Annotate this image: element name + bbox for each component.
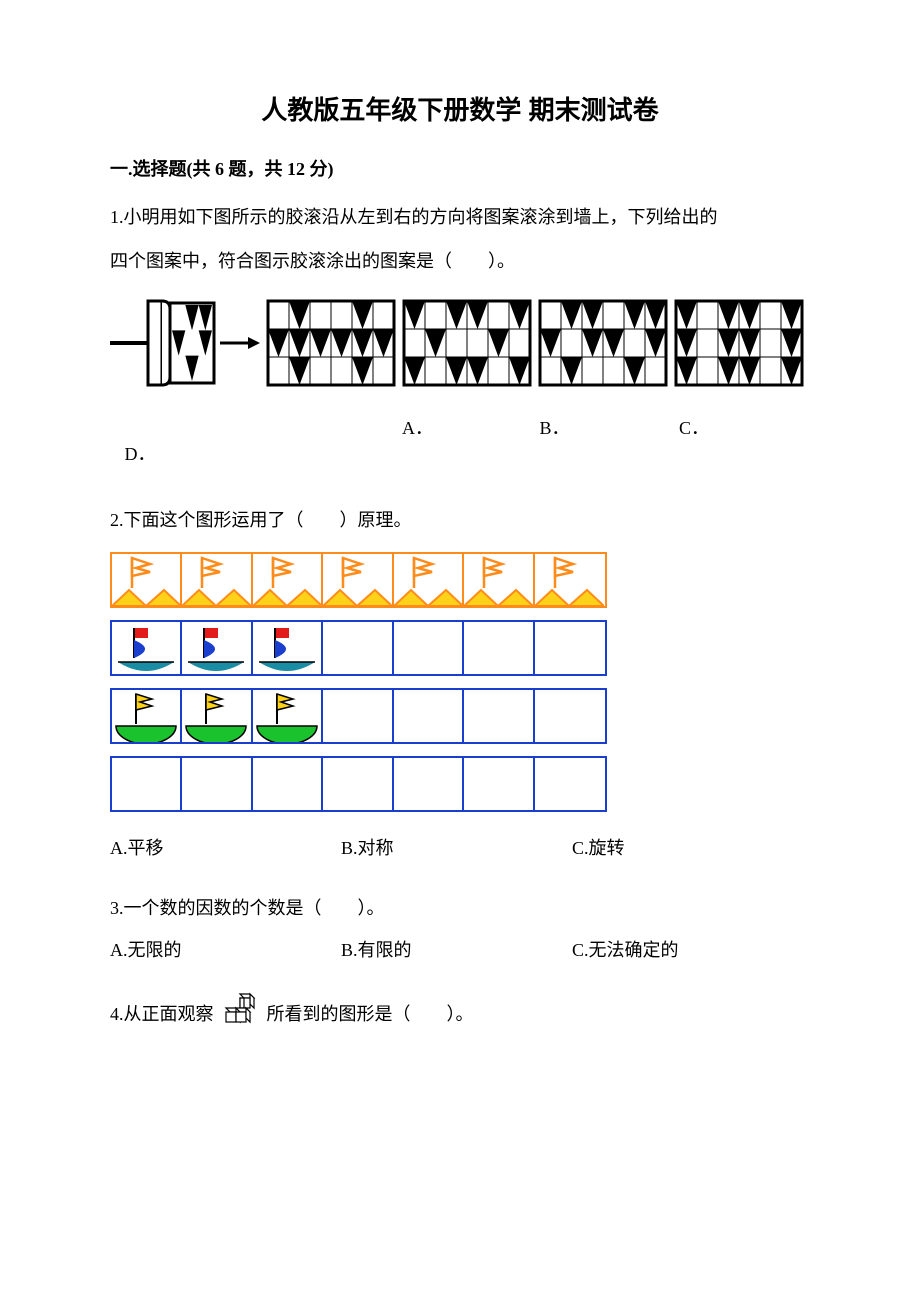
q2-options: A.平移 B.对称 C.旋转 — [110, 834, 810, 860]
q1-line2: 四个图案中，符合图示胶滚涂出的图案是（ ）。 — [110, 243, 810, 279]
page-title: 人教版五年级下册数学 期末测试卷 — [110, 90, 810, 127]
q2-row-2 — [110, 620, 607, 676]
q1-label-c: C． — [627, 414, 762, 440]
q2-row-4 — [110, 756, 607, 812]
q4-prefix: 4.从正面观察 — [110, 1004, 214, 1024]
page: 人教版五年级下册数学 期末测试卷 一.选择题(共 6 题，共 12 分) 1.小… — [0, 0, 920, 1108]
q1-label-a: A． — [353, 414, 483, 440]
q1-label-b: B． — [487, 414, 622, 440]
q2-opt-a: A.平移 — [110, 834, 341, 860]
q2-row-1 — [110, 552, 607, 608]
q3-options: A.无限的 B.有限的 C.无法确定的 — [110, 936, 810, 962]
cube-icon — [220, 992, 260, 1040]
q4-text: 4.从正面观察 所看到 — [110, 992, 810, 1040]
q3-opt-c: C.无法确定的 — [572, 936, 803, 962]
q4-suffix: 所看到的图形是（ ）。 — [267, 1004, 474, 1024]
q3-opt-a: A.无限的 — [110, 936, 341, 962]
q3-opt-b: B.有限的 — [341, 936, 572, 962]
q2-opt-c: C.旋转 — [572, 834, 803, 860]
q3-text: 3.一个数的因数的个数是（ ）。 — [110, 890, 810, 926]
q1-option-labels: A． B． C． D． — [110, 414, 810, 466]
q2-text: 2.下面这个图形运用了（ ）原理。 — [110, 502, 810, 538]
q1-line1: 1.小明用如下图所示的胶滚沿从左到右的方向将图案滚涂到墙上，下列给出的 — [110, 199, 810, 235]
q2-opt-b: B.对称 — [341, 834, 572, 860]
section-1-heading: 一.选择题(共 6 题，共 12 分) — [110, 155, 810, 181]
q1-svg — [110, 293, 810, 403]
q1-label-d: D． — [110, 440, 170, 466]
q1-figure: A． B． C． D． — [110, 293, 810, 466]
q2-figure — [110, 552, 810, 812]
q2-row-3 — [110, 688, 607, 744]
roller-icon — [110, 301, 260, 385]
